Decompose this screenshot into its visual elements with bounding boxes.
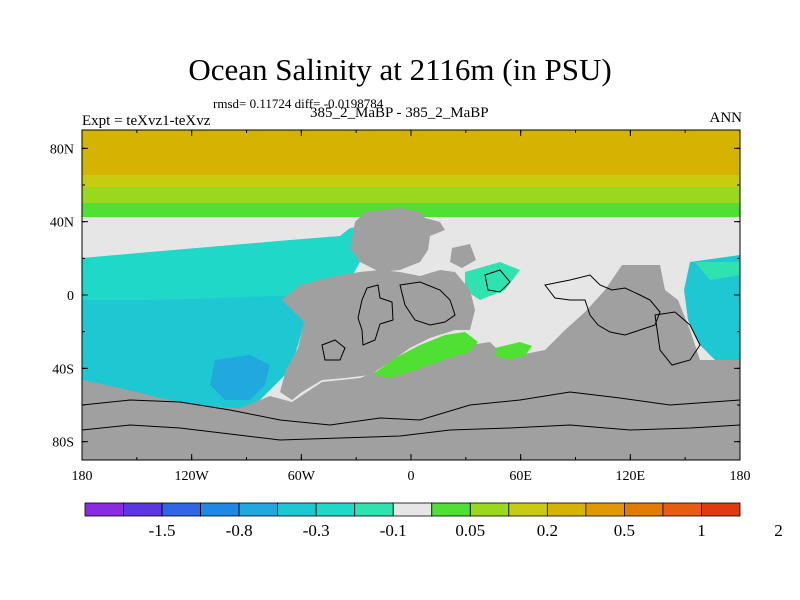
colorbar-label: 2 [774,521,783,540]
season-label: ANN [709,110,743,126]
colorbar-swatch [392,502,433,517]
indian-ocean-salty-region [372,332,478,378]
colorbar-swatch [161,502,201,517]
y-tick-label: 80N [50,142,74,157]
colorbar-swatch [315,502,356,517]
colorbar-label: 0.05 [455,521,485,540]
atlantic-north-fresh-strip [465,262,520,300]
colorbar-swatch [277,502,317,517]
x-tick-label: 180 [730,469,751,484]
colorbar-swatch [469,502,510,517]
x-tick-label: 0 [408,469,415,484]
land-south-america-africa [280,270,475,400]
colorbar-swatch [354,502,394,517]
colorbar-label: -0.3 [303,521,330,540]
x-tick-label: 60E [509,469,532,484]
west-pacific-fresh-edge [695,262,740,280]
y-tick-label: 80S [52,436,74,451]
x-tick-label: 120W [175,469,210,484]
colorbar-swatch [123,502,163,517]
colorbar-label: 1 [697,521,706,540]
y-tick-label: 40S [52,362,74,377]
colorbar-label: 0.5 [614,521,635,540]
colorbar-swatch [508,502,548,517]
land-north-east [350,208,445,272]
map-plot-area [82,130,740,460]
band-high-north [82,175,740,187]
colorbar-label: -0.1 [380,521,407,540]
band-north [82,203,740,217]
x-tick-label: 120E [616,469,646,484]
x-tick-label: 60W [288,469,316,484]
west-pacific-fresh-region [684,255,740,360]
land-small-island [450,244,476,268]
colorbar-swatch [84,502,124,517]
chart-title: Ocean Salinity at 2116m (in PSU) [188,52,612,87]
south-pacific-fresh-core [210,355,270,400]
colorbar-label: -1.5 [149,521,176,540]
experiment-label: Expt = teXvz1-teXvz [82,113,211,129]
colorbar-swatch [238,502,279,517]
colorbar-swatch [546,502,587,517]
colorbar-group: -1.5 -0.8 -0.3 -0.1 0.05 0.2 0.5 1 2 [84,502,783,540]
coastline-contours [82,269,740,441]
colorbar-swatch [431,502,471,517]
colorbar-swatch [200,502,240,517]
case-label: 385_2_MaBP - 385_2_MaBP [310,105,489,121]
colorbar-swatch [662,502,702,517]
y-tick-label: 0 [67,289,74,304]
colorbar-label: -0.8 [226,521,253,540]
band-mid-north [82,187,740,203]
y-tick-label: 40N [50,216,74,231]
band-arctic [82,130,740,175]
colorbar-swatch [624,502,664,517]
stats-text: rmsd= 0.11724 diff= -0.0198784 [213,96,384,111]
axes-group: 180 120W 60W 0 60E 120E 180 80N 40N 0 40S 80S [50,130,751,484]
x-tick-label: 180 [72,469,93,484]
colorbar-swatch [585,502,625,517]
colorbar-label: 0.2 [537,521,558,540]
colorbar-swatch [701,502,741,517]
indian-ocean-salty-patch [495,342,532,360]
